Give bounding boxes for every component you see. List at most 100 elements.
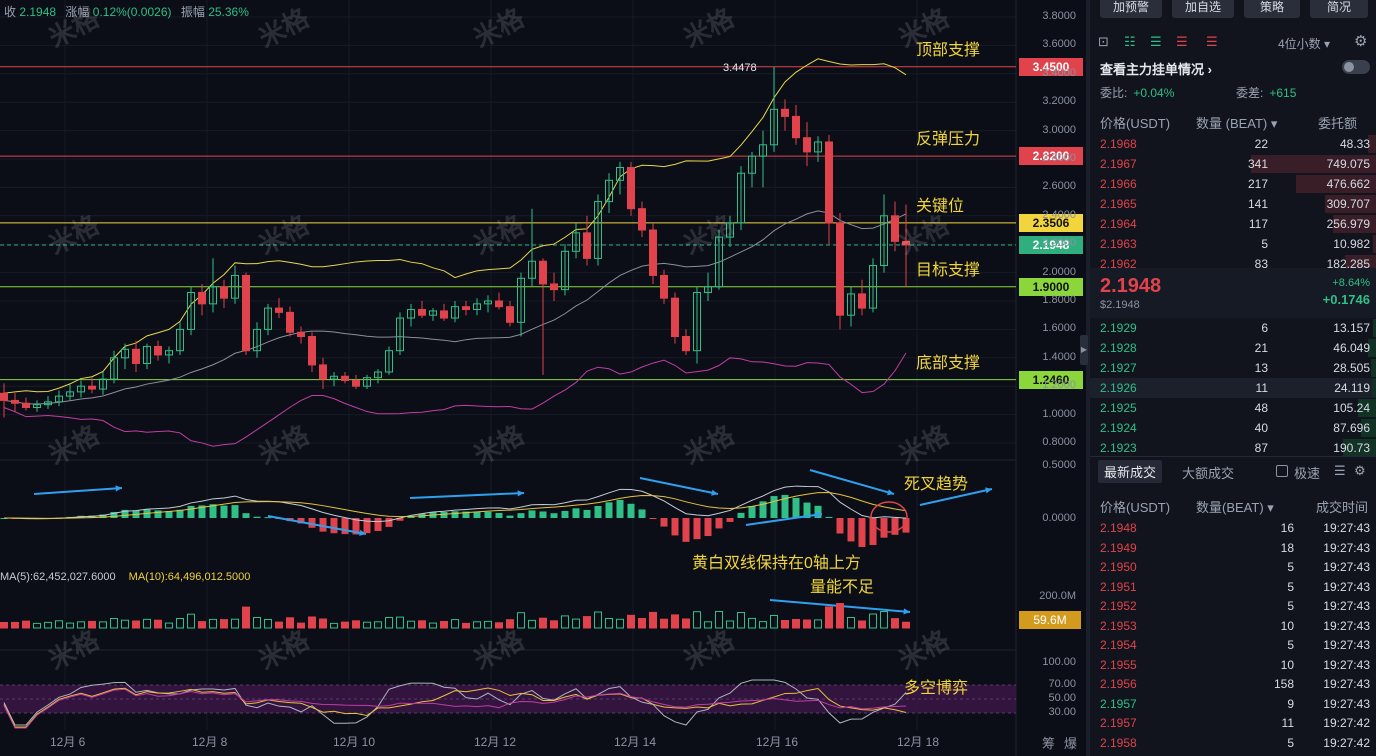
volume-bar [121, 619, 129, 629]
volume-bar [770, 615, 778, 629]
main-orders-toggle[interactable] [1342, 60, 1370, 74]
add-favorite-button[interactable]: 加自选 [1172, 0, 1234, 18]
ask-row[interactable]: 2.1963 5 10.982 [1090, 234, 1376, 254]
ask-depth-bar [1296, 175, 1376, 193]
bid-row[interactable]: 2.1929 6 13.157 [1090, 318, 1376, 338]
watermark-text: 米格 [44, 209, 105, 261]
macd-histogram-bar [121, 509, 129, 518]
trade-time: 19:27:43 [1323, 599, 1370, 613]
change-amount: +0.1746 [1322, 292, 1370, 307]
bid-total: 190.73 [1333, 441, 1370, 455]
candle-body [594, 201, 602, 259]
depth-header-qty[interactable]: 数量 (BEAT) ▾ [1196, 116, 1278, 131]
depth-mode-icon[interactable]: ⊡ [1098, 34, 1109, 49]
macd-histogram-bar [363, 518, 371, 534]
trade-row: 2.1950 5 19:27:43 [1090, 557, 1376, 577]
bid-row[interactable]: 2.1926 11 24.119 [1090, 378, 1376, 398]
ask-row[interactable]: 2.1964 117 256.979 [1090, 214, 1376, 234]
volume-bar [792, 619, 800, 629]
bid-row[interactable]: 2.1928 21 46.049 [1090, 338, 1376, 358]
chips-button[interactable]: 筹 [1042, 736, 1056, 751]
candle-body [825, 141, 833, 224]
trade-quantity: 11 [1281, 716, 1294, 730]
ratio-value: +0.04% [1133, 86, 1175, 100]
volume-bar [99, 621, 107, 629]
trade-time: 19:27:42 [1323, 716, 1370, 730]
macd-histogram-bar [176, 509, 184, 518]
trade-quantity: 5 [1287, 579, 1294, 594]
trade-price: 2.1956 [1100, 677, 1137, 691]
candle-body [242, 274, 250, 352]
trades-header-qty[interactable]: 数量(BEAT) ▾ [1196, 500, 1274, 515]
bid-total: 13.157 [1333, 321, 1370, 335]
volume-bar [286, 617, 294, 629]
list-layout-icon[interactable]: ☰ [1334, 463, 1346, 478]
macd-histogram-bar [616, 499, 624, 518]
macd-histogram-bar [165, 510, 173, 518]
price-level-tag: 1.9000 [1019, 277, 1083, 296]
both-sides-icon[interactable]: ☷ [1124, 34, 1136, 49]
trend-arrow [267, 515, 367, 535]
macd-histogram-bar [649, 518, 657, 519]
watermark-text: 米格 [254, 209, 315, 261]
overview-button[interactable]: 简况 [1310, 0, 1368, 18]
volume-bar [264, 619, 272, 629]
date-tick-label: 12月 12 [474, 735, 517, 749]
tab-large-trades[interactable]: 大额成交 [1182, 466, 1235, 481]
panel-splitter[interactable] [1086, 0, 1090, 756]
depth-header-qty-label: 数量 (BEAT) [1196, 116, 1268, 131]
bid-row[interactable]: 2.1924 40 87.696 [1090, 418, 1376, 438]
candle-body [286, 311, 294, 333]
candle-body [770, 108, 778, 146]
candle-body [550, 283, 558, 291]
bids-only-icon[interactable]: ☰ [1150, 34, 1162, 49]
volume-bar [462, 622, 470, 629]
volume-bar [22, 620, 30, 629]
rsi-tick-label: 100.00 [1042, 656, 1076, 668]
bid-row[interactable]: 2.1927 13 28.505 [1090, 358, 1376, 378]
add-alert-button[interactable]: 加预警 [1100, 0, 1162, 18]
candle-body [704, 286, 712, 293]
candle-body [154, 345, 162, 356]
ask-price: 2.1965 [1100, 197, 1137, 211]
bid-depth-bar [1358, 399, 1376, 417]
ask-row[interactable]: 2.1966 217 476.662 [1090, 174, 1376, 194]
liquidation-button[interactable]: 爆 [1064, 736, 1078, 751]
bid-row[interactable]: 2.1925 48 105.24 [1090, 398, 1376, 418]
strategy-button[interactable]: 策略 [1244, 0, 1300, 18]
ask-row[interactable]: 2.1965 141 309.707 [1090, 194, 1376, 214]
macd-histogram-bar [308, 518, 316, 528]
trades-settings-icon[interactable]: ⚙ [1354, 463, 1366, 478]
collapse-handle[interactable]: ▶ [1080, 335, 1088, 365]
asks-icon[interactable]: ☰ [1176, 34, 1188, 49]
ask-row[interactable]: 2.1967 341 749.075 [1090, 154, 1376, 174]
fast-label: 极速 [1294, 466, 1321, 481]
candle-body [814, 141, 822, 153]
asks-only-icon[interactable]: ☰ [1206, 34, 1218, 49]
macd-histogram-bar [748, 505, 756, 518]
bid-price: 2.1925 [1100, 401, 1137, 415]
watermark-text: 米格 [254, 419, 315, 471]
precision-select[interactable]: 4位小数 ▾ [1278, 37, 1331, 51]
main-orders-link[interactable]: 查看主力挂单情况 › [1100, 62, 1212, 77]
candle-body [407, 309, 415, 319]
candle-body [484, 300, 492, 305]
orderbook-panel: 加预警 加自选 策略 简况 ⊡ ☷ ☰ ☰ ☰ 4位小数 ▾ ⚙ 查看主力挂单情… [1090, 0, 1376, 756]
candle-body [341, 375, 349, 382]
volume-bar [418, 620, 426, 629]
macd-histogram-bar [792, 497, 800, 518]
tab-latest-trades[interactable]: 最新成交 [1098, 460, 1163, 483]
gear-icon[interactable]: ⚙ [1354, 33, 1368, 50]
candle-body [748, 155, 756, 174]
chart-area[interactable]: 米格 米格 米格 米格 米格 米格 米格 米格 米格 米格 米格 米格 米格 米格 米格 米格 米格 米格 米格 米格… [0, 0, 1086, 756]
bid-row[interactable]: 2.1923 87 190.73 [1090, 438, 1376, 458]
trade-price: 2.1949 [1100, 540, 1137, 555]
candle-body [836, 222, 844, 316]
bid-price: 2.1924 [1100, 421, 1137, 435]
fast-checkbox[interactable] [1276, 465, 1288, 477]
ask-row[interactable]: 2.1968 22 48.33 [1090, 134, 1376, 154]
volume-bar [517, 612, 525, 629]
volume-bar [77, 621, 85, 629]
candle-body [110, 357, 118, 380]
